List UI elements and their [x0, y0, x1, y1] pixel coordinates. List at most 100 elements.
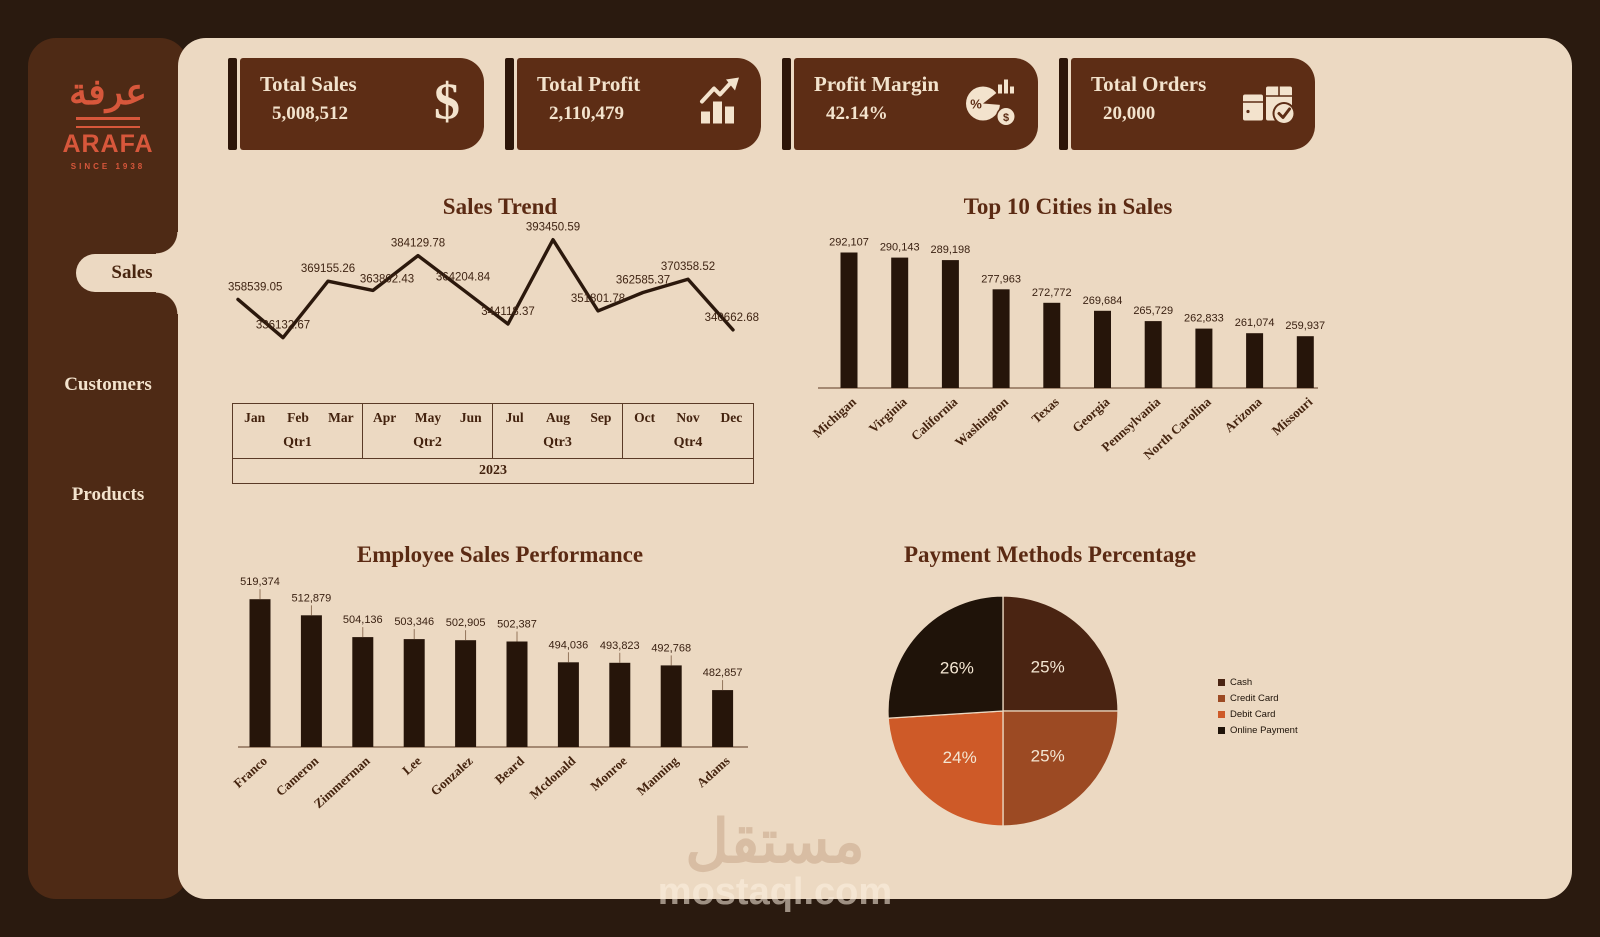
legend-label: Cash — [1230, 676, 1253, 688]
employee-perf-title: Employee Sales Performance — [356, 542, 644, 567]
kpi-title: Total Profit — [537, 72, 641, 96]
sales-trend-chart: 358539.05 336132.67 369155.26 363802.43 3841… — [228, 222, 770, 371]
svg-text:%: % — [970, 97, 982, 112]
sidebar-item-products[interactable]: Products — [71, 484, 145, 505]
category-label: Franco — [230, 753, 270, 791]
value-label: 512,879 — [292, 592, 332, 604]
bar — [1144, 321, 1162, 388]
bar — [891, 257, 909, 388]
value-label: 261,074 — [1235, 317, 1275, 329]
value-label: 272,772 — [1032, 287, 1072, 299]
kpi-value: 42.14% — [826, 103, 888, 124]
sidebar-item-customers[interactable]: Customers — [64, 374, 152, 395]
payment-methods-pie: 25% 25% 24% 26% — [886, 594, 1120, 828]
logo-brand-text: ARAFA — [62, 129, 154, 158]
pie-legend: Cash Credit Card Debit Card Online Payment — [1218, 674, 1298, 738]
bar — [1246, 333, 1264, 388]
category-label: Adams — [694, 753, 733, 790]
arafa-logo: عرفة ARAFA SINCE 1938 — [28, 72, 188, 171]
kpi-value: 2,110,479 — [549, 103, 624, 124]
svg-text:$: $ — [434, 74, 460, 131]
bar — [660, 665, 682, 747]
month-label: Jul — [505, 410, 524, 425]
bar — [1043, 302, 1061, 388]
category-label: Mcdonald — [526, 753, 578, 802]
month-label: May — [414, 410, 442, 425]
pie-slice-credit-card — [1002, 710, 1119, 827]
legend-swatch — [1218, 678, 1225, 686]
data-label: 336132.67 — [256, 320, 310, 332]
data-label: 364204.84 — [436, 272, 491, 284]
bar — [1094, 310, 1111, 388]
kpi-title: Total Sales — [260, 72, 357, 96]
kpi-value: 5,008,512 — [272, 103, 348, 124]
category-label: Arizona — [1221, 394, 1265, 435]
legend-swatch — [1218, 694, 1225, 702]
category-label: Cameron — [273, 753, 322, 799]
bar — [941, 260, 959, 388]
data-label: 340662.68 — [705, 312, 759, 324]
kpi-accent-bar — [1059, 58, 1068, 150]
kpi-accent-bar — [782, 58, 791, 150]
value-label: 265,729 — [1133, 305, 1173, 317]
logo-arabic-text: عرفة — [69, 72, 147, 112]
category-label: Gonzalez — [427, 753, 475, 799]
value-label: 503,346 — [394, 616, 434, 628]
bar — [1296, 336, 1314, 388]
value-label: 502,905 — [446, 617, 486, 629]
employee-perf-chart: 519,374 Franco 512,879 Cameron 504,136 Zimmer… — [230, 576, 770, 866]
pie-percent-label: 25% — [1031, 657, 1065, 676]
kpi-title: Profit Margin — [814, 72, 939, 96]
kpi-title: Total Orders — [1091, 72, 1207, 96]
kpi-card-total-orders: Total Orders 20,000 — [1059, 58, 1315, 150]
value-label: 292,107 — [829, 237, 869, 249]
value-label: 504,136 — [343, 614, 383, 626]
category-label: Manning — [634, 753, 682, 798]
value-label: 482,857 — [703, 667, 743, 679]
year-label: 2023 — [233, 458, 753, 483]
pie-slice-debit-card — [887, 710, 1004, 827]
bar — [609, 662, 631, 747]
bar — [1195, 328, 1213, 388]
bar — [840, 252, 858, 388]
value-label: 492,768 — [651, 642, 691, 654]
quarter-label: Qtr4 — [673, 435, 703, 450]
watermark-domain: mostaql.com — [657, 871, 893, 913]
quarter-label: Qtr3 — [493, 432, 623, 458]
category-label: Monroe — [587, 753, 630, 794]
data-label: 362585.37 — [616, 274, 670, 286]
month-label: Feb — [287, 410, 309, 425]
legend-label: Online Payment — [1230, 724, 1298, 736]
month-label: Mar — [320, 404, 363, 432]
legend-item: Cash — [1218, 674, 1298, 690]
legend-swatch — [1218, 710, 1225, 718]
month-label: Jun — [450, 404, 493, 432]
trend-line — [236, 237, 735, 340]
value-label: 493,823 — [600, 640, 640, 652]
pie-percent-icon: % $ — [962, 76, 1018, 133]
category-label: Michigan — [810, 394, 860, 441]
month-label: Oct — [634, 410, 656, 425]
top-cities-chart: 292,107 Michigan 290,143 Virginia 289,198 Cal… — [798, 228, 1338, 488]
category-label: Zimmerman — [311, 753, 374, 812]
legend-item: Debit Card — [1218, 706, 1298, 722]
top-cities-title: Top 10 Cities in Sales — [963, 194, 1173, 219]
sidebar-item-sales-active[interactable]: Sales — [76, 254, 188, 292]
data-label: 344118.37 — [481, 306, 535, 318]
data-label: 369155.26 — [301, 263, 355, 275]
trending-bars-icon — [697, 77, 741, 131]
kpi-value: 20,000 — [1103, 103, 1156, 124]
bar — [506, 641, 528, 747]
month-label: Jan — [244, 410, 266, 425]
kpi-accent-bar — [505, 58, 514, 150]
trend-axis-table: Jan Feb Mar Apr May Jun Jul Aug Sep Oct Nov Dec Qtr1… — [232, 403, 754, 484]
value-label: 277,963 — [981, 273, 1021, 285]
month-label: Sep — [580, 404, 623, 432]
pie-slice-cash — [1002, 595, 1119, 712]
kpi-card-profit-margin: Profit Margin 42.14% % $ — [782, 58, 1038, 150]
month-label: Apr — [373, 410, 397, 425]
value-label: 269,684 — [1083, 295, 1123, 307]
bar — [992, 289, 1010, 388]
quarter-label: Qtr1 — [233, 432, 363, 458]
bar — [352, 637, 374, 747]
